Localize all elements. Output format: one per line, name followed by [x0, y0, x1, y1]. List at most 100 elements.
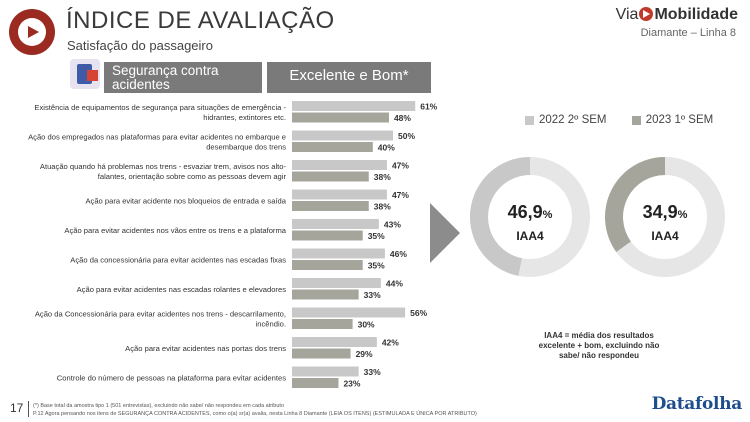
bar-value-label: 38%: [374, 172, 391, 182]
bar-value-label: 43%: [384, 220, 401, 230]
bar-value-label: 46%: [390, 249, 407, 259]
bar-value-label: 38%: [374, 202, 391, 212]
category-label: Controle do número de pessoas na platafo…: [57, 374, 286, 383]
safety-clipboard-icon: [70, 59, 100, 89]
category-label-line: Ação para evitar acidentes nas portas do…: [125, 344, 286, 353]
bar-value-label: 33%: [364, 367, 381, 377]
bar: [292, 171, 369, 182]
bar: [292, 219, 379, 229]
brand-prefix: Via: [615, 6, 639, 23]
category-label: Ação para evitar acidentes nos vãos entr…: [64, 226, 286, 235]
bar: [292, 248, 385, 259]
bar-value-label: 50%: [398, 131, 415, 141]
page-subtitle: Satisfação do passageiro: [67, 38, 213, 53]
category-label-line: Ação para evitar acidente nos bloqueios …: [85, 197, 286, 206]
category-label-line: Controle do número de pessoas na platafo…: [57, 374, 286, 383]
donut-track: [470, 157, 590, 277]
bar: [292, 230, 363, 241]
bar: [292, 307, 406, 318]
brand-name: Mobilidade: [654, 6, 738, 23]
bar-value-label: 56%: [410, 308, 427, 318]
category-label: Ação da concessionária para evitar acide…: [70, 256, 286, 265]
bar-value-label: 61%: [420, 102, 437, 112]
chart-legend: 2022 2º SEM 2023 1º SEM: [525, 114, 735, 128]
bar-value-label: 33%: [364, 290, 381, 300]
bar: [292, 289, 359, 300]
bar: [292, 189, 387, 200]
category-label-line: Ação para evitar acidentes nos vãos entr…: [64, 226, 286, 235]
legend-label: 2023 1º SEM: [645, 114, 714, 126]
category-label-line: falantes, orientação sobre como as pesso…: [98, 172, 287, 181]
brand-play-icon: [639, 7, 654, 21]
page-number: 17: [10, 401, 24, 415]
page-title: ÍNDICE DE AVALIAÇÃO: [66, 7, 335, 34]
legend-item-2023: 2023 1º SEM: [631, 114, 714, 126]
category-banner: Segurança contra acidentes: [104, 62, 262, 93]
category-label-line: Existência de equipamentos de segurança …: [34, 103, 286, 112]
category-label: Atuação quando há problemas nos trens - …: [40, 162, 287, 181]
bar-value-label: 35%: [368, 231, 385, 241]
footer-divider: [28, 401, 29, 417]
donut-chart: 34,9% IAA4: [605, 157, 725, 277]
category-label-line: desembarque dos trens: [206, 143, 286, 152]
donut-slice: [469, 157, 530, 276]
category-label-line: Ação para evitar acidentes nas escadas r…: [77, 285, 287, 294]
category-label-line: Ação da Concessionária para evitar acide…: [35, 310, 286, 319]
category-label: Ação para evitar acidentes nas portas do…: [125, 344, 286, 353]
category-label-line: hidrantes, extintores etc.: [203, 113, 286, 122]
bar-value-label: 40%: [378, 143, 395, 153]
iaa-note: IAA4 = média dos resultados excelente + …: [538, 331, 660, 360]
category-label: Ação dos empregados nas plataformas para…: [28, 133, 286, 152]
bar: [292, 260, 363, 270]
bar: [292, 160, 387, 170]
bar-value-label: 42%: [382, 338, 399, 348]
bar: [292, 278, 381, 288]
bar-value-label: 23%: [343, 379, 360, 389]
bar: [292, 348, 351, 359]
category-label-line: incêndio.: [256, 320, 286, 329]
brand-line: Diamante – Linha 8: [640, 27, 736, 39]
bar: [292, 101, 416, 111]
bar-value-label: 29%: [356, 349, 373, 359]
legend-label: 2022 2º SEM: [539, 114, 607, 126]
legend-swatch: [525, 115, 534, 125]
donut-sub-label: IAA4: [651, 229, 679, 243]
footnote-base: (*) Base total da amostra tipo 1 (501 en…: [33, 403, 285, 409]
bar: [292, 130, 393, 141]
bar: [292, 337, 377, 347]
donut-sub-label: IAA4: [516, 229, 544, 243]
category-label-line: Ação dos empregados nas plataformas para…: [28, 133, 286, 142]
donut-track: [605, 157, 725, 277]
play-logo-icon: [9, 9, 55, 55]
category-label: Existência de equipamentos de segurança …: [34, 103, 286, 122]
bar-value-label: 35%: [368, 261, 385, 271]
donut-value-label: 34,9%: [643, 202, 688, 222]
donut-value-label: 46,9%: [508, 202, 553, 222]
bar-value-label: 44%: [386, 279, 403, 289]
bar-value-label: 47%: [392, 190, 409, 200]
legend-item-2022: 2022 2º SEM: [525, 114, 607, 126]
footnote-question: P.12 Agora pensando nos itens de SEGURAN…: [33, 411, 477, 417]
bar: [292, 366, 359, 377]
category-label: Ação para evitar acidente nos bloqueios …: [85, 197, 286, 206]
bar-value-label: 47%: [392, 161, 409, 171]
bar: [292, 378, 339, 388]
category-label-line: Ação da concessionária para evitar acide…: [70, 256, 286, 265]
bar-value-label: 30%: [358, 320, 375, 330]
bar-chart: Existência de equipamentos de segurança …: [28, 101, 438, 389]
donut-chart: 46,9% IAA4: [469, 157, 590, 277]
category-label: Ação para evitar acidentes nas escadas r…: [77, 285, 287, 294]
category-label: Ação da Concessionária para evitar acide…: [35, 310, 286, 329]
legend-swatch: [631, 115, 641, 125]
arrow-right-icon: [430, 203, 460, 263]
category-label-line: Atuação quando há problemas nos trens - …: [40, 162, 287, 171]
donut-slice: [605, 157, 665, 252]
bar: [292, 201, 369, 211]
brand-logo: Via Mobilidade: [616, 6, 738, 24]
bar: [292, 112, 389, 123]
bar: [292, 142, 373, 152]
bar-value-label: 48%: [394, 113, 411, 123]
bar: [292, 319, 353, 329]
column-header: Excelente e Bom*: [267, 62, 431, 93]
datafolha-logo: Datafolha: [651, 394, 743, 414]
